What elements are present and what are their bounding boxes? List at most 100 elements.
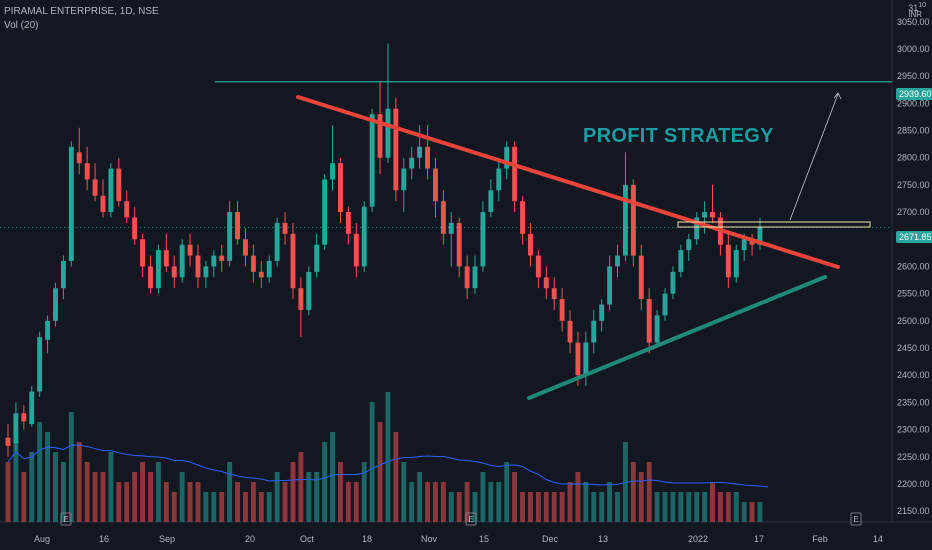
volume-bar	[179, 472, 185, 522]
volume-bar	[567, 482, 573, 522]
x-tick-label: Dec	[542, 534, 559, 544]
y-tick-label: 2950.00	[897, 71, 930, 81]
volume-bar	[694, 492, 700, 522]
volume-bar	[393, 432, 399, 522]
volume-bar	[440, 482, 446, 522]
volume-bar	[432, 482, 438, 522]
candle-body	[21, 413, 27, 422]
earnings-marker-label: E	[63, 515, 68, 524]
volume-bar	[203, 492, 209, 522]
y-tick-label: 2300.00	[897, 425, 930, 435]
candle-body	[227, 212, 233, 261]
volume-bar	[322, 442, 328, 522]
candle-body	[512, 146, 518, 202]
y-tick-label: 2150.00	[897, 506, 930, 516]
candle-body	[733, 250, 739, 278]
symbol-legend[interactable]: PIRAMAL ENTERPRISE, 1D, NSE	[4, 6, 159, 17]
x-tick-label: Nov	[421, 534, 438, 544]
volume-bar	[211, 492, 217, 522]
volume-bar	[448, 492, 454, 522]
earnings-marker	[850, 512, 862, 526]
candle-body	[567, 320, 573, 343]
volume-bar	[306, 472, 312, 522]
volume-bar	[92, 472, 98, 522]
candle-body	[148, 266, 153, 289]
candle-body	[116, 168, 122, 202]
candle-body	[559, 299, 565, 321]
candle-body	[76, 152, 82, 164]
candle-body	[638, 255, 644, 300]
candle-body	[330, 163, 336, 180]
volume-bar	[686, 492, 692, 522]
candle-body	[68, 146, 74, 261]
volume-legend[interactable]: Vol (20)	[4, 20, 39, 31]
volume-bar	[100, 472, 106, 522]
volume-bar	[330, 432, 336, 522]
candle-body	[401, 168, 407, 191]
candle-body	[290, 233, 296, 289]
candle-body	[282, 222, 288, 234]
corner-label: 3110	[908, 2, 926, 13]
candle-body	[393, 108, 399, 191]
volume-bar	[741, 502, 747, 522]
y-tick-label: 2350.00	[897, 397, 930, 407]
volume-bar	[417, 472, 423, 522]
volume-bar	[235, 482, 241, 522]
candle-body	[179, 244, 185, 278]
candle-body	[591, 320, 597, 343]
x-tick-label: Oct	[300, 534, 315, 544]
volume-bar	[385, 392, 391, 522]
candle-body	[440, 201, 446, 234]
candle-body	[338, 163, 343, 213]
volume-bar	[84, 462, 90, 522]
volume-bar	[401, 462, 407, 522]
volume-bar	[353, 482, 359, 522]
candle-body	[686, 239, 692, 251]
candle-body	[448, 222, 454, 234]
volume-bar	[662, 492, 668, 522]
volume-bar	[338, 462, 343, 522]
candle-body	[314, 244, 320, 272]
candle-body	[322, 179, 328, 245]
candle-body	[725, 244, 731, 278]
candle-body	[258, 271, 264, 278]
candle-body	[84, 163, 90, 180]
candle-body	[583, 342, 589, 376]
candle-body	[353, 233, 359, 267]
x-tick-label: 17	[754, 534, 764, 544]
y-tick-label: 2750.00	[897, 180, 930, 190]
candle-body	[417, 146, 423, 158]
volume-bar	[282, 482, 288, 522]
candle-body	[274, 222, 280, 261]
volume-bar	[456, 492, 462, 522]
volume-bar	[361, 462, 367, 522]
y-tick-label: 2250.00	[897, 452, 930, 462]
volume-bar	[717, 492, 723, 522]
volume-bar	[702, 492, 708, 522]
profit-strategy-annotation[interactable]: PROFIT STRATEGY	[583, 125, 774, 147]
earnings-marker-label: E	[853, 515, 858, 524]
candle-body	[243, 239, 248, 256]
candle-body	[630, 184, 636, 256]
candle-body	[92, 179, 98, 196]
volume-bar	[258, 492, 264, 522]
volume-bar	[670, 492, 676, 522]
candle-body	[306, 271, 312, 310]
candle-body	[409, 157, 415, 169]
volume-bar	[369, 402, 375, 522]
volume-bar	[583, 482, 589, 522]
candle-body	[53, 288, 58, 321]
candle-body	[60, 261, 66, 289]
currency-label: INR	[908, 10, 922, 19]
candle-body	[163, 250, 169, 267]
target-arrow-line	[789, 93, 839, 221]
breakout-box	[677, 221, 871, 228]
candle-body	[171, 266, 177, 278]
candle-body	[551, 288, 557, 300]
volume-bar	[116, 482, 122, 522]
candle-body	[527, 233, 533, 256]
volume-bar	[575, 472, 581, 522]
candle-body	[432, 168, 438, 202]
volume-bar	[409, 482, 415, 522]
